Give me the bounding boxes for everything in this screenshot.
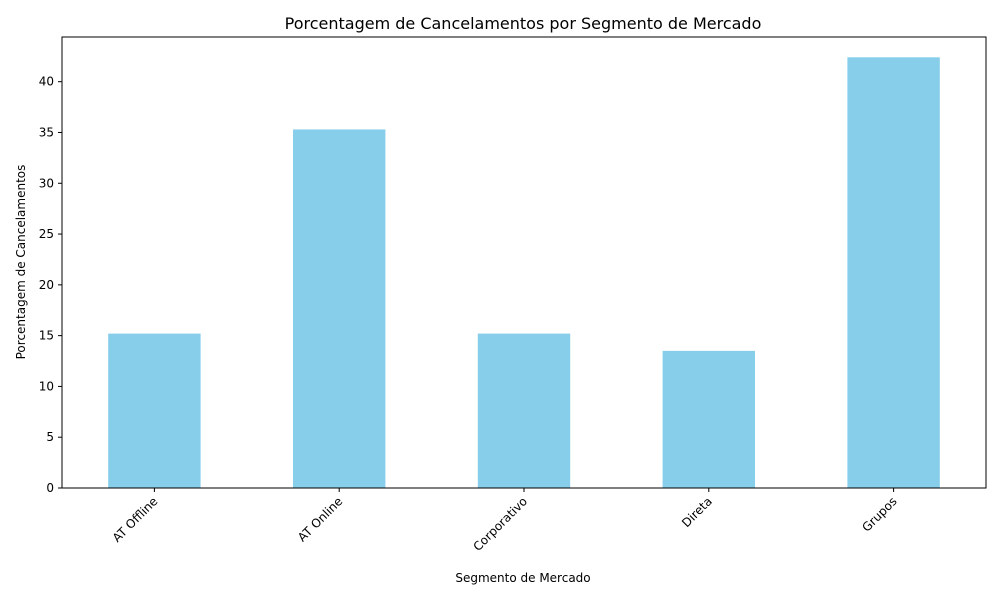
x-tick-label: AT Online [295,494,345,544]
x-axis: AT Offline AT Online Corporativo Direta Grup… [110,488,900,554]
x-tick-label: AT Offline [110,494,161,545]
x-tick-label: Grupos [859,494,899,534]
plot-frame [61,36,987,489]
y-tick-label: 0 [46,481,54,495]
x-tick-label: Corporativo [470,494,530,554]
y-axis: 0 5 10 15 20 25 30 35 40 [39,75,62,495]
y-tick-label: 20 [39,278,54,292]
y-tick-label: 35 [39,125,54,139]
bar-grupos [847,57,940,489]
x-axis-label: Segmento de Mercado [455,571,590,585]
y-tick-label: 15 [39,329,54,343]
y-axis-label: Porcentagem de Cancelamentos [14,165,28,360]
bar-at-offline [108,333,201,488]
bars-group [108,57,940,489]
y-tick-label: 25 [39,227,54,241]
y-tick-label: 40 [39,75,54,89]
chart-title: Porcentagem de Cancelamentos por Segment… [285,14,762,33]
bar-at-online [293,129,386,488]
bar-direta [662,350,755,488]
y-tick-label: 5 [46,430,54,444]
x-tick-label: Direta [679,494,715,530]
y-tick-label: 10 [39,379,54,393]
y-tick-label: 30 [39,176,54,190]
bar-corporativo [477,333,571,488]
